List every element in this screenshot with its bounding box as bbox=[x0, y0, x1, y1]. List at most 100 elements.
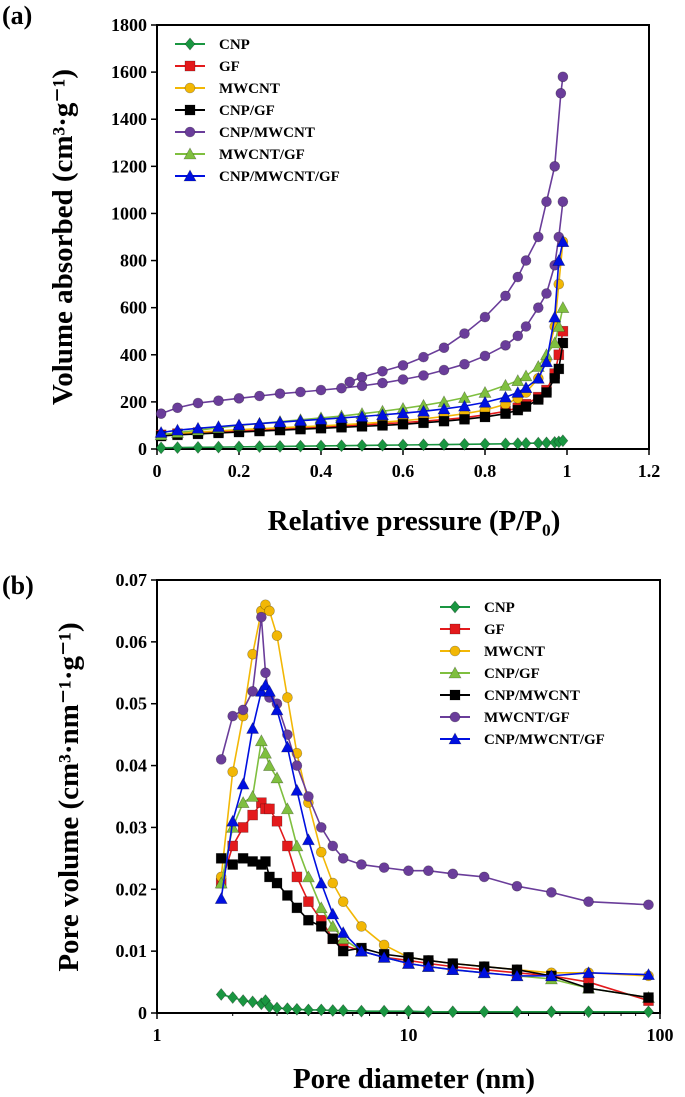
legend-label: CNP/GF bbox=[219, 103, 275, 119]
x-tick-label: 0.8 bbox=[474, 461, 497, 481]
legend-label: GF bbox=[484, 622, 505, 638]
legend-marker bbox=[449, 711, 461, 723]
series-cnp-mwcnt bbox=[215, 853, 654, 1003]
data-point bbox=[378, 939, 390, 951]
data-point bbox=[172, 441, 183, 455]
legend-item: CNP/MWCNT bbox=[440, 688, 580, 704]
data-point bbox=[247, 995, 259, 1009]
legend: CNP GF MWCNT CNP/GF CNP/MWCNT MWCNT/GF CNP/MWC… bbox=[175, 37, 340, 185]
data-point bbox=[355, 409, 369, 422]
y-tick-label: 1400 bbox=[111, 109, 147, 129]
data-point bbox=[478, 395, 492, 408]
legend-marker bbox=[448, 666, 462, 679]
data-point bbox=[326, 907, 340, 920]
data-point bbox=[337, 945, 349, 957]
legend-label: CNP/MWCNT/GF bbox=[219, 169, 340, 185]
series-cnp bbox=[155, 434, 569, 455]
y-tick-label: 1600 bbox=[111, 62, 147, 82]
data-point bbox=[532, 394, 544, 405]
data-point bbox=[226, 814, 240, 827]
legend-marker bbox=[184, 82, 196, 94]
y-tick-label: 1200 bbox=[111, 156, 147, 176]
data-point bbox=[315, 846, 327, 858]
data-point bbox=[264, 605, 275, 617]
legend-marker bbox=[449, 645, 461, 657]
data-point bbox=[213, 395, 224, 407]
data-point bbox=[334, 411, 349, 424]
data-point bbox=[314, 901, 328, 914]
legend-label: MWCNT bbox=[484, 644, 545, 660]
data-point bbox=[211, 419, 226, 432]
data-point bbox=[418, 417, 429, 429]
x-tick-label: 100 bbox=[647, 1025, 674, 1045]
data-point bbox=[344, 376, 356, 388]
data-point bbox=[555, 88, 567, 99]
data-point bbox=[280, 802, 294, 815]
data-point bbox=[264, 1000, 275, 1014]
data-point bbox=[356, 859, 367, 870]
data-point bbox=[546, 887, 557, 898]
data-point bbox=[557, 196, 569, 207]
data-point bbox=[155, 408, 167, 419]
data-point bbox=[423, 865, 434, 877]
data-point bbox=[549, 373, 561, 384]
series-cnp-mwcnt bbox=[155, 71, 569, 419]
data-point bbox=[532, 231, 544, 243]
legend-label: CNP/MWCNT bbox=[484, 688, 580, 704]
data-point bbox=[337, 853, 349, 864]
legend-marker bbox=[184, 126, 196, 138]
data-point bbox=[192, 440, 204, 454]
series-line bbox=[220, 617, 649, 906]
data-point bbox=[282, 890, 293, 901]
y-tick-label: 0.02 bbox=[116, 879, 148, 899]
data-point bbox=[512, 271, 524, 283]
data-point bbox=[377, 950, 391, 963]
data-point bbox=[271, 815, 283, 827]
data-point bbox=[303, 896, 314, 907]
data-point bbox=[270, 771, 284, 784]
data-point bbox=[641, 968, 655, 980]
y-tick-label: 1800 bbox=[111, 15, 147, 35]
data-point bbox=[327, 877, 339, 889]
data-point bbox=[315, 422, 327, 434]
data-point bbox=[532, 436, 544, 450]
legend-label: CNP/MWCNT bbox=[219, 125, 315, 141]
data-point bbox=[459, 437, 470, 451]
panel-b-x-axis-label: Pore diameter (nm) bbox=[293, 1063, 535, 1095]
data-point bbox=[423, 1005, 434, 1019]
series-cnp-mwcnt-gf bbox=[214, 678, 655, 982]
legend-item: MWCNT bbox=[440, 644, 545, 660]
data-point bbox=[192, 397, 204, 409]
data-point bbox=[291, 760, 303, 771]
data-point bbox=[354, 944, 368, 957]
data-point bbox=[356, 921, 367, 932]
data-point bbox=[520, 321, 532, 332]
legend-label: MWCNT/GF bbox=[219, 147, 305, 163]
data-point bbox=[237, 853, 249, 864]
panel-b-label: (b) bbox=[2, 571, 34, 600]
data-point bbox=[510, 969, 524, 982]
y-tick-label: 0.05 bbox=[116, 694, 148, 714]
legend-label: CNP/MWCNT/GF bbox=[484, 732, 605, 748]
data-point bbox=[477, 966, 491, 979]
data-point bbox=[397, 360, 409, 371]
data-point bbox=[643, 1005, 654, 1019]
data-point bbox=[556, 301, 570, 313]
data-point bbox=[247, 686, 258, 697]
legend-item: CNP/MWCNT bbox=[175, 125, 315, 141]
data-point bbox=[315, 1003, 327, 1017]
y-tick-label: 0 bbox=[138, 439, 147, 459]
data-point bbox=[553, 349, 565, 361]
legend-item: MWCNT/GF bbox=[440, 710, 570, 726]
data-point bbox=[273, 415, 287, 428]
data-point bbox=[557, 71, 569, 83]
data-point bbox=[397, 418, 409, 430]
data-point bbox=[457, 399, 472, 412]
data-point bbox=[437, 402, 451, 415]
data-point bbox=[291, 1002, 303, 1016]
series-cnp bbox=[215, 987, 654, 1019]
data-point bbox=[377, 365, 388, 377]
legend-marker bbox=[183, 169, 197, 182]
data-point bbox=[233, 393, 245, 404]
data-point bbox=[643, 992, 654, 1003]
